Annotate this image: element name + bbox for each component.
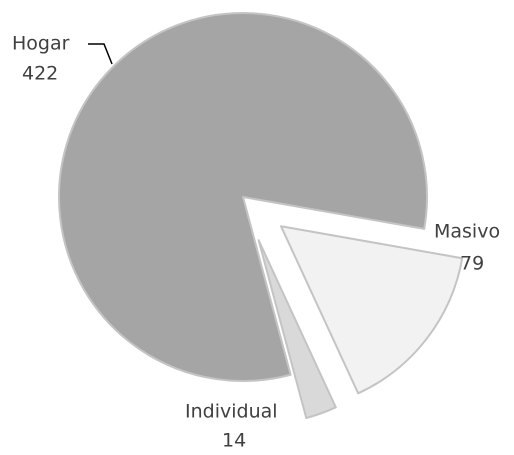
pie-slice [280,225,464,395]
value-label: 422 [22,63,58,85]
leader-line [88,43,113,65]
category-label: Masivo [434,221,500,243]
category-label: Hogar [12,33,70,55]
pie-slice [58,12,428,382]
value-label: 14 [222,430,246,452]
pie-slice [257,239,337,419]
category-label: Individual [185,401,278,423]
value-label: 79 [460,253,484,275]
